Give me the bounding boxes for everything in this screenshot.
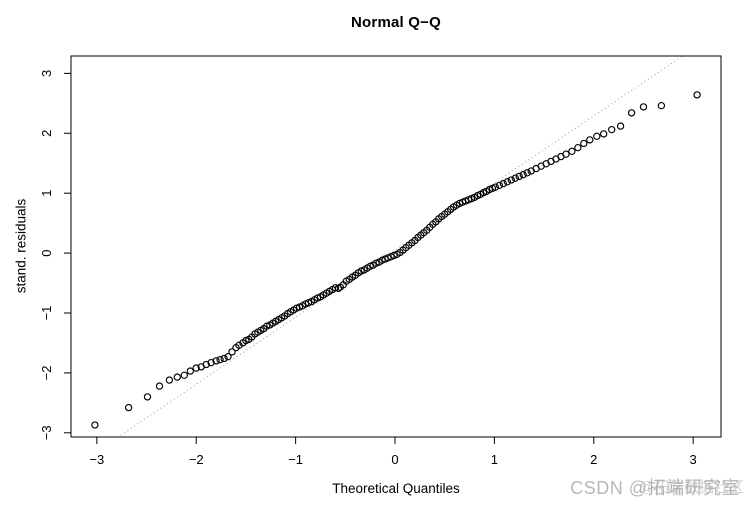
data-point [192, 364, 200, 372]
y-tick-label: 3 [39, 70, 54, 77]
watermark-secondary-text: @拓端数据社区 [638, 479, 744, 496]
watermark-primary-text: CSDN @拓端研究室 [570, 478, 740, 498]
data-point [499, 179, 507, 188]
data-point [91, 421, 99, 429]
x-tick-label: −1 [288, 452, 303, 467]
x-tick-label: 2 [590, 452, 597, 467]
x-tick-label: 1 [491, 452, 498, 467]
data-point [491, 183, 500, 191]
data-point [173, 373, 181, 381]
y-axis-label: stand. residuals [13, 198, 29, 294]
chart-title: Normal Q−Q [351, 14, 441, 31]
y-tick-label: 2 [39, 130, 54, 137]
data-point [143, 393, 152, 401]
data-point [220, 354, 228, 363]
data-point [224, 353, 232, 361]
data-point [507, 176, 515, 184]
data-point [568, 147, 576, 155]
data-point [616, 122, 625, 130]
watermark: @拓端数据社区 CSDN @拓端研究室 [466, 466, 746, 508]
data-point [331, 284, 340, 292]
x-tick-label: −2 [189, 452, 204, 467]
data-point [511, 174, 519, 182]
x-axis-label: Theoretical Quantiles [332, 481, 460, 496]
data-point [155, 382, 164, 390]
data-point [186, 367, 194, 375]
data-point [693, 91, 701, 99]
data-point [207, 359, 215, 367]
data-point [495, 181, 504, 190]
data-point [523, 169, 531, 177]
y-tick-label: −1 [39, 306, 54, 321]
x-tick-label: 3 [690, 452, 697, 467]
data-point [124, 403, 133, 412]
x-tick-label: −3 [89, 452, 104, 467]
data-point [600, 130, 608, 138]
data-point [180, 371, 188, 379]
data-point [608, 126, 616, 134]
data-point [235, 341, 243, 349]
data-point [503, 178, 511, 186]
data-point [216, 356, 224, 364]
data-point [515, 172, 523, 181]
data-point [562, 150, 570, 158]
data-point [165, 376, 174, 384]
y-tick-label: −2 [39, 365, 54, 380]
data-point [212, 357, 220, 365]
data-point [627, 109, 636, 117]
data-point [593, 132, 601, 140]
y-tick-label: −3 [39, 425, 54, 440]
data-point [580, 139, 588, 148]
x-tick-label: 0 [391, 452, 398, 467]
data-point [657, 102, 666, 110]
data-point [639, 103, 648, 111]
data-point [574, 144, 582, 152]
y-tick-label: 1 [39, 190, 54, 197]
data-point [519, 170, 527, 179]
data-point [228, 348, 236, 356]
plot-frame [70, 55, 722, 438]
data-point [202, 360, 210, 369]
data-point [586, 136, 594, 144]
y-tick-label: 0 [39, 249, 54, 256]
reference-line [117, 56, 684, 437]
